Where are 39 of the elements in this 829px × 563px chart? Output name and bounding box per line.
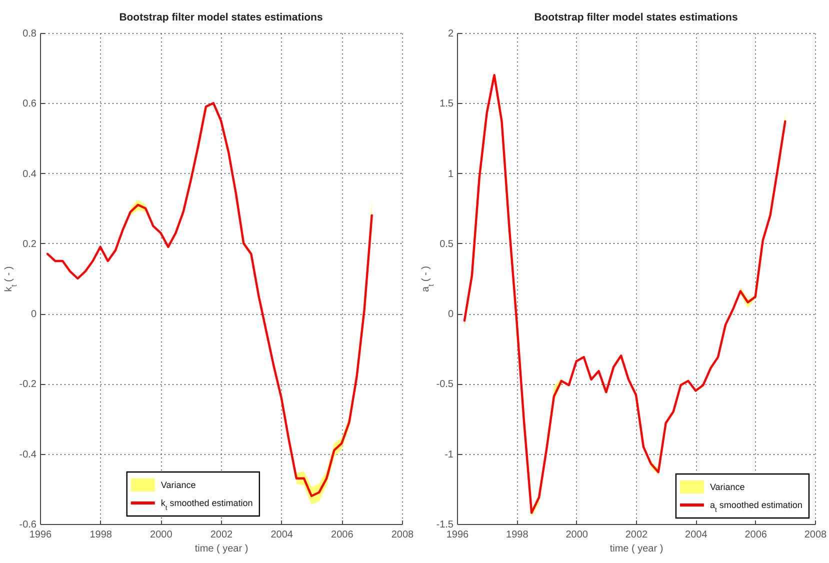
x-tick-label: 2008: [391, 530, 414, 540]
x-axis-title: time ( year ): [610, 544, 664, 554]
y-tick-label: 0: [30, 309, 37, 320]
x-tick-label: 2002: [210, 530, 234, 540]
x-tick-label: 2006: [744, 530, 768, 540]
y-tick-label: 0.8: [22, 28, 37, 40]
y-tick-label: -0.5: [436, 379, 454, 390]
y-tick-label: 0.5: [440, 238, 454, 250]
legend-label: k$_{t}$ smoothed estimation: [160, 498, 253, 512]
y-tick-label: 1.5: [440, 98, 454, 110]
x-tick-label: 1996: [29, 530, 52, 540]
x-tick-label: 2006: [331, 530, 354, 540]
x-tick-label: 2008: [804, 530, 828, 540]
x-tick-label: 2000: [566, 530, 588, 540]
chart-title: Bootstrap filter model states estimations: [534, 12, 738, 24]
x-tick-label: 1996: [446, 530, 470, 540]
y-tick-label: 0: [448, 309, 454, 320]
line-series: [46, 102, 373, 498]
y-tick-label: 2: [448, 28, 454, 40]
y-tick-label: 1: [448, 168, 454, 180]
y-tick-label: -0.4: [19, 449, 37, 460]
y-tick-label: 0.2: [22, 238, 37, 250]
x-tick-label: 1998: [506, 530, 529, 540]
y-tick-label: -0.6: [19, 520, 37, 530]
x-tick-label: 1998: [90, 530, 112, 540]
y-tick-label: -1: [444, 449, 454, 460]
y-tick-label: -0.2: [19, 379, 37, 390]
x-tick-label: 2004: [685, 530, 708, 540]
y-tick-label: -1.5: [436, 520, 454, 530]
y-tick-label: 0.4: [22, 168, 37, 180]
legend-label: Variance: [160, 480, 196, 490]
x-tick-label: 2002: [625, 530, 648, 540]
legend-label: Variance: [710, 482, 745, 492]
x-tick-label: 2000: [150, 530, 173, 540]
chart-title: Bootstrap filter model states estimations: [119, 12, 323, 24]
x-tick-label: 2004: [270, 530, 294, 540]
legend-label: a$_{t}$ smoothed estimation: [710, 500, 802, 514]
y-tick-label: 0.6: [22, 98, 37, 110]
x-axis-title: time ( year ): [194, 544, 248, 554]
